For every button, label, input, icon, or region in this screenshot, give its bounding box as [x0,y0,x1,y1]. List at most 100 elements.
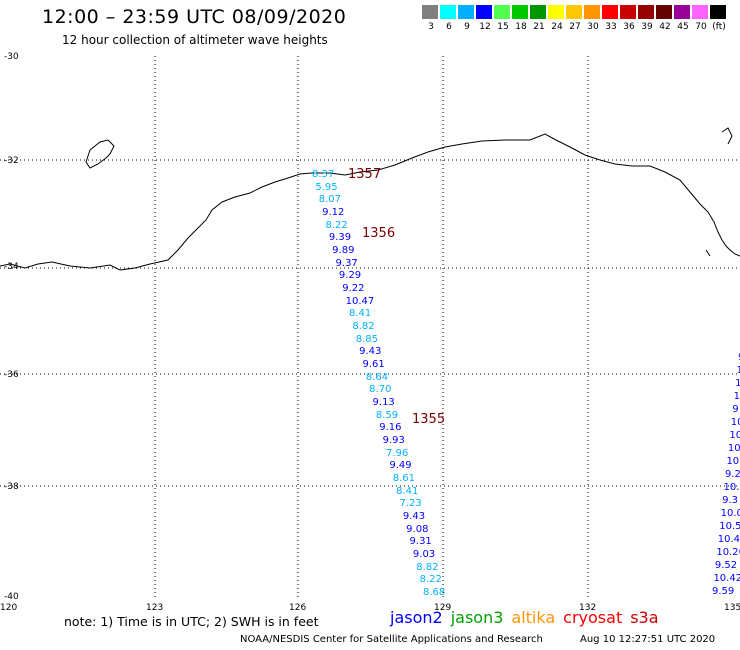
color-label: (ft) [712,22,726,32]
wave-height-label: 9.43 [359,346,382,358]
color-label: 21 [533,22,545,32]
wave-height-label: 8.82 [352,321,375,332]
wave-height-label: 10.5 [719,521,740,532]
wave-height-label: 8.85 [355,333,378,345]
wave-height-label: 10 [736,365,740,376]
wave-height-label: 9 [732,404,739,415]
timestamp: Aug 10 12:27:51 UTC 2020 [580,634,716,645]
wave-height-label: 10.4 [717,534,740,545]
coast-marker-east [705,249,711,257]
color-swatch [494,5,510,19]
color-label: 39 [641,22,653,32]
color-swatch [476,5,492,19]
wave-height-label: 8.37 [312,169,335,180]
color-label: 33 [605,22,617,32]
credit-line: NOAA/NESDIS Center for Satellite Applica… [240,634,543,645]
map-title: 12:00 – 23:59 UTC 08/09/2020 [42,6,347,28]
color-swatch [548,5,564,19]
wave-height-label: 9.12 [322,207,345,218]
lat-tick-label: -36 [4,370,19,380]
color-label: 45 [677,22,689,32]
color-swatch [566,5,582,19]
satellite-legend: jason2 jason3 altika cryosat s3a [390,608,667,627]
lat-tick-label: -38 [4,482,19,492]
wave-height-label: 9.03 [412,549,436,560]
wave-height-label: 9.08 [406,523,429,535]
wave-height-label: 10.42 [713,573,740,584]
wave-height-label: 9.3 [722,495,739,506]
pass-number-label: 1356 [362,226,396,241]
wave-height-label: 10.0 [720,508,740,519]
legend-cryosat: cryosat [563,608,623,627]
pass-number-label: 1355 [412,412,446,427]
wave-height-label: 9.13 [372,397,395,408]
pass-number-label: 1357 [348,167,382,182]
color-label: 9 [464,22,470,32]
lat-lon-grid [0,56,740,600]
lon-tick-label: 132 [579,603,597,613]
coastline [0,133,740,271]
coast-fragment-east [721,127,733,145]
color-swatch [656,5,672,19]
color-swatch [530,5,546,19]
lon-tick-label: 126 [289,603,307,613]
color-label: 3 [428,22,434,32]
wave-height-label: 9.43 [402,511,426,522]
color-swatch [422,5,438,19]
color-label: 15 [497,22,509,32]
wave-height-label: 10 [733,391,740,402]
lon-tick-label: 129 [434,603,452,613]
color-swatch [584,5,600,19]
lon-tick-label: 120 [0,603,18,613]
wave-height-label: 8.22 [325,219,348,231]
wave-height-label: 10 [727,443,740,454]
wave-height-label: 9.29 [338,270,362,282]
color-label: 6 [446,22,452,32]
color-swatch [458,5,474,19]
wave-height-label: 10.26 [716,547,740,558]
color-label: 12 [479,22,491,32]
wave-height-label: 8.22 [419,574,442,586]
color-swatch [638,5,654,19]
wave-height-label: 8.68 [423,587,446,598]
wave-height-label: 7.23 [399,498,422,510]
wave-height-label: 10 [735,378,740,389]
color-label: 24 [551,22,563,32]
wave-height-label: 10. [726,456,740,467]
wave-height-label: 9.89 [332,245,355,256]
wave-height-label: 10 [729,430,740,441]
wave-height-label: 8.41 [349,308,372,320]
wave-height-label: 9.93 [382,435,405,446]
lat-tick-label: -34 [4,262,19,272]
lon-tick-label: 135 [724,603,740,613]
wave-height-label: 9.61 [362,359,385,370]
color-swatch [512,5,528,19]
color-swatch [440,5,456,19]
wave-height-label: 9.59 [712,586,735,597]
wave-height-label: 5.95 [315,181,338,193]
color-label: 70 [695,22,707,32]
color-swatch [602,5,618,19]
wave-height-label: 9.2 [725,469,740,480]
footer-note: note: 1) Time is in UTC; 2) SWH is in fe… [64,614,319,629]
wave-height-label: 8.61 [392,473,415,484]
legend-jason3: jason3 [450,608,504,627]
color-swatch [620,5,636,19]
wave-height-label: 10 [730,417,740,428]
lat-tick-label: -40 [4,592,19,602]
map-subtitle: 12 hour collection of altimeter wave hei… [62,33,328,47]
color-label: 27 [569,22,581,32]
wave-height-label: 9.16 [379,422,402,434]
wave-height-label: 8.70 [369,384,392,396]
lon-tick-label: 123 [146,603,164,613]
wave-height-label: 8.82 [416,561,439,573]
color-swatch [692,5,708,19]
wave-height-label: 9.37 [335,257,358,269]
wave-height-label: 9 [738,352,740,363]
wave-height-label: 8.07 [318,194,341,206]
wave-height-label: 9.22 [342,283,365,294]
color-swatch [710,5,726,19]
legend-altika: altika [511,608,556,627]
wave-height-label: 8.59 [375,409,399,421]
